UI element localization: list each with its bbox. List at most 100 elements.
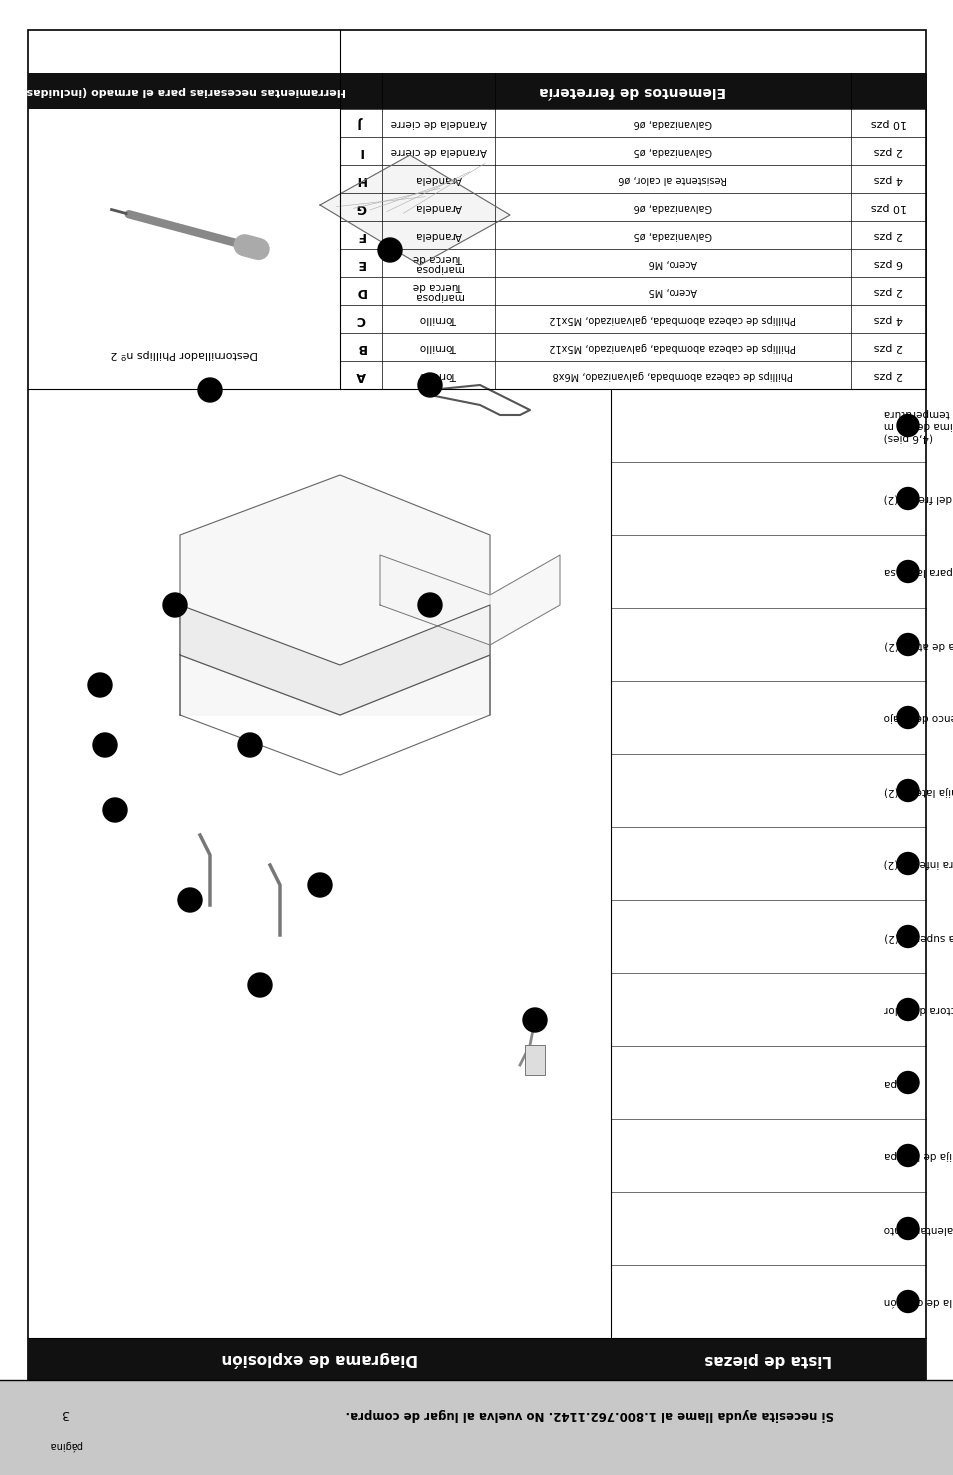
Circle shape <box>92 733 117 757</box>
Polygon shape <box>180 605 490 715</box>
Text: 5: 5 <box>426 600 433 611</box>
Text: Parrilla de cocción: Parrilla de cocción <box>883 1297 953 1307</box>
Text: 13: 13 <box>528 1015 541 1025</box>
Text: 11: 11 <box>313 881 327 889</box>
Text: B: B <box>355 341 365 354</box>
Text: 2 pzs: 2 pzs <box>873 146 902 156</box>
Circle shape <box>896 853 918 875</box>
Circle shape <box>896 999 918 1021</box>
Text: 7: 7 <box>903 858 910 867</box>
Polygon shape <box>180 475 490 715</box>
Text: Lista de piezas: Lista de piezas <box>704 1351 832 1366</box>
Text: Tuerca de: Tuerca de <box>413 254 463 263</box>
Text: Elementos de ferretería: Elementos de ferretería <box>539 84 725 97</box>
Text: Bisagra superior (2): Bisagra superior (2) <box>883 932 953 941</box>
Text: Cuenco de abajo: Cuenco de abajo <box>883 712 953 723</box>
Text: 1: 1 <box>386 245 393 255</box>
Text: C: C <box>356 313 365 326</box>
Text: 13: 13 <box>901 420 913 431</box>
Circle shape <box>377 237 401 263</box>
Circle shape <box>896 925 918 947</box>
Text: Galvanizada, ø6: Galvanizada, ø6 <box>633 118 712 128</box>
Text: Si necesita ayuda llame al 1.800.762.1142. No vuelva al lugar de compra.: Si necesita ayuda llame al 1.800.762.114… <box>345 1409 833 1422</box>
Bar <box>524 1044 544 1075</box>
Text: 11: 11 <box>901 566 913 577</box>
Text: Arandela: Arandela <box>415 174 461 184</box>
Text: 4 pzs: 4 pzs <box>873 314 902 324</box>
Text: 2: 2 <box>426 381 433 389</box>
Text: Manija de la tapa: Manija de la tapa <box>883 1150 953 1161</box>
Bar <box>610 1338 925 1381</box>
Text: 9: 9 <box>247 740 253 749</box>
Text: Destornillador Phillips nº 2: Destornillador Phillips nº 2 <box>111 350 257 358</box>
Text: 6 pzs: 6 pzs <box>873 258 902 268</box>
Text: I: I <box>358 145 363 158</box>
Text: mariposa: mariposa <box>414 263 462 273</box>
Text: Phillips de cabeza abombada, galvanizado, M6x8: Phillips de cabeza abombada, galvanizado… <box>552 370 792 381</box>
Circle shape <box>178 888 202 912</box>
Text: 1: 1 <box>904 1297 910 1305</box>
Polygon shape <box>379 555 559 645</box>
Text: 4: 4 <box>172 600 178 611</box>
Circle shape <box>896 560 918 583</box>
Text: página: página <box>49 1440 82 1450</box>
Text: Arandela de cierre: Arandela de cierre <box>390 146 486 156</box>
Text: Arandela de cierre: Arandela de cierre <box>390 118 486 128</box>
Bar <box>0 1381 953 1475</box>
Circle shape <box>896 414 918 437</box>
Text: 12: 12 <box>253 979 267 990</box>
Circle shape <box>198 378 222 403</box>
Circle shape <box>103 798 127 822</box>
Circle shape <box>163 593 187 617</box>
Text: Pata de atrás (2): Pata de atrás (2) <box>883 640 953 649</box>
Text: 10: 10 <box>183 895 196 906</box>
Text: 3: 3 <box>207 385 213 395</box>
Text: H: H <box>355 173 366 186</box>
Text: Phillips de cabeza abombada, galvanizado, M5x12: Phillips de cabeza abombada, galvanizado… <box>549 314 796 324</box>
Text: Galvanizada, ø6: Galvanizada, ø6 <box>633 202 712 212</box>
Circle shape <box>88 673 112 698</box>
Text: 6: 6 <box>904 932 910 941</box>
Bar <box>28 72 339 109</box>
Text: Galvanizada, ø5: Galvanizada, ø5 <box>633 230 712 240</box>
Text: G: G <box>355 201 366 214</box>
Text: Arandela: Arandela <box>415 230 461 240</box>
Circle shape <box>522 1007 546 1032</box>
Circle shape <box>896 1071 918 1093</box>
Text: J: J <box>358 117 363 130</box>
Text: Manija lateral (2): Manija lateral (2) <box>883 786 953 795</box>
Text: (4,6 pies): (4,6 pies) <box>883 432 932 442</box>
Text: 3: 3 <box>61 1407 69 1419</box>
Text: Bisagra inferior (2): Bisagra inferior (2) <box>883 858 953 869</box>
Text: Tornillo: Tornillo <box>419 342 456 353</box>
Text: Tuerca de: Tuerca de <box>413 282 463 291</box>
Text: Arandela: Arandela <box>415 202 461 212</box>
Circle shape <box>896 1217 918 1239</box>
Text: 2: 2 <box>904 1224 910 1233</box>
Circle shape <box>896 633 918 655</box>
Circle shape <box>237 733 262 757</box>
Text: A: A <box>355 369 365 382</box>
Text: 12: 12 <box>901 494 913 503</box>
Text: Recipiente para la grasa: Recipiente para la grasa <box>883 566 953 577</box>
Circle shape <box>896 779 918 801</box>
Text: 6: 6 <box>96 680 103 690</box>
Text: 8: 8 <box>112 805 118 816</box>
Text: F: F <box>356 229 365 242</box>
Text: 4: 4 <box>903 1078 910 1087</box>
Text: 10 pzs: 10 pzs <box>869 202 905 212</box>
Text: 5: 5 <box>904 1004 910 1013</box>
Circle shape <box>417 593 441 617</box>
Text: Elemento de calentamiento: Elemento de calentamiento <box>883 1223 953 1233</box>
Text: 2 pzs: 2 pzs <box>873 286 902 296</box>
Text: 8: 8 <box>904 786 910 795</box>
Text: Diagrama de explosión: Diagrama de explosión <box>221 1351 417 1367</box>
Text: – Longitud mínima de 1,4 m: – Longitud mínima de 1,4 m <box>883 420 953 431</box>
Text: E: E <box>356 257 365 270</box>
Text: Tapa: Tapa <box>883 1078 907 1087</box>
Text: 2 pzs: 2 pzs <box>873 230 902 240</box>
Polygon shape <box>319 155 510 266</box>
Text: D: D <box>355 285 366 298</box>
Circle shape <box>896 707 918 729</box>
Text: 10: 10 <box>901 640 913 649</box>
